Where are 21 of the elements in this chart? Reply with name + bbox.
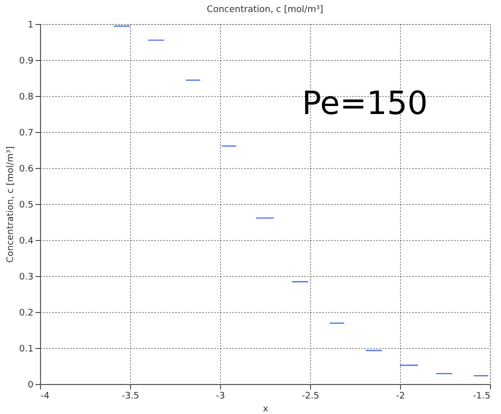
x-tick-label: -4: [40, 392, 50, 402]
x-tick-label: -1.5: [472, 392, 490, 402]
y-tick-label: 0.8: [19, 92, 34, 102]
chart-title: Concentration, c [mol/m³]: [206, 5, 324, 15]
y-tick-label: 0.6: [19, 164, 34, 174]
y-tick-label: 0.1: [19, 344, 34, 354]
x-tick-label: -2: [396, 392, 405, 402]
y-tick-label: 0.4: [19, 236, 34, 246]
y-tick-label: 0.5: [19, 200, 34, 210]
x-tick-label: -3: [216, 392, 225, 402]
x-tick-label: -2.5: [302, 392, 320, 402]
y-tick-label: 0.9: [19, 56, 34, 66]
x-axis-title: x: [262, 404, 269, 414]
y-tick-label: 0.3: [19, 272, 34, 282]
x-tick-label: -3.5: [122, 392, 140, 402]
y-tick-label: 0.2: [19, 308, 34, 318]
y-tick-label: 0.7: [19, 128, 34, 138]
y-tick-label: 1: [28, 20, 34, 30]
y-tick-label: 0: [28, 380, 34, 390]
annotation: Pe=150: [302, 84, 428, 122]
y-axis-title: Concentration, c [mol/m³]: [6, 146, 16, 263]
